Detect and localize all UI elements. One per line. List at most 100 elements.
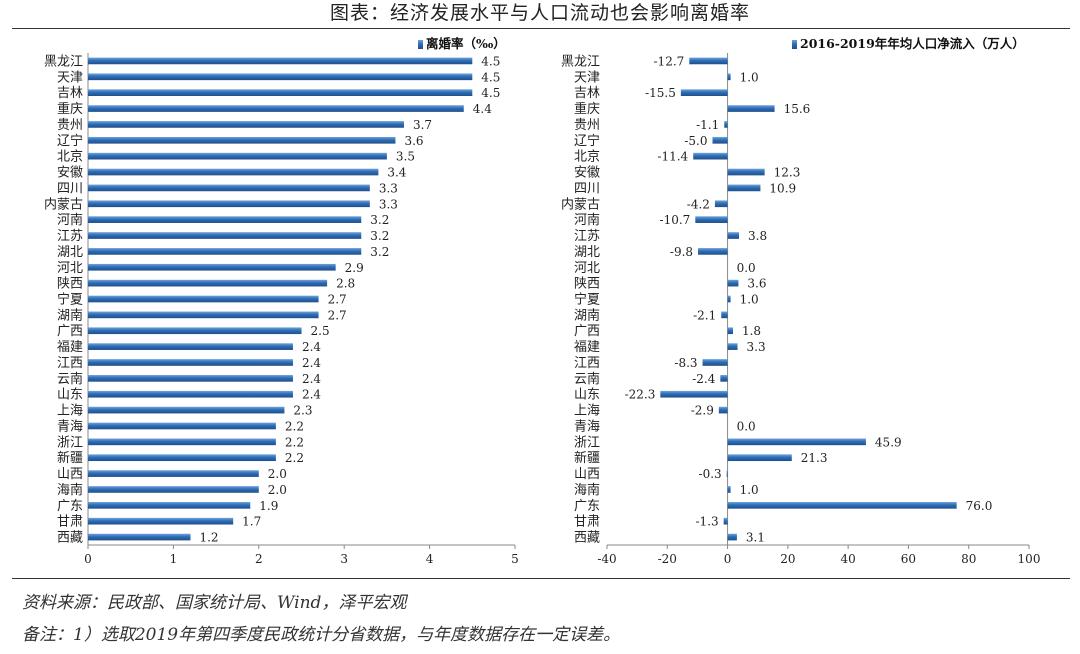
bar (727, 232, 740, 239)
x-tick-label: -20 (658, 552, 677, 566)
data-label: 1.0 (740, 483, 759, 497)
data-label: -1.3 (696, 515, 719, 529)
data-label: 10.9 (769, 181, 796, 195)
data-label: -8.3 (674, 356, 697, 370)
bar (727, 486, 731, 493)
category-label: 山东 (57, 388, 83, 403)
data-label: 3.7 (413, 118, 432, 132)
bar (727, 501, 957, 509)
data-label: 15.6 (784, 102, 811, 116)
data-label: 3.5 (396, 150, 415, 164)
bar (727, 184, 761, 192)
data-label: 1.7 (242, 515, 261, 529)
x-tick-label: -40 (597, 552, 616, 566)
x-tick-label: 100 (1018, 552, 1041, 566)
bar (727, 73, 731, 81)
category-label: 湖南 (57, 307, 83, 323)
bar (88, 168, 379, 176)
bar (88, 359, 293, 366)
category-label: 河北 (574, 261, 600, 276)
x-tick-label: 0 (724, 552, 732, 566)
data-label: 1.0 (740, 293, 759, 307)
category-label: 天津 (574, 70, 600, 85)
category-label: 河南 (574, 212, 600, 228)
data-label: 3.2 (370, 213, 389, 227)
bar (88, 390, 293, 398)
category-label: 广西 (574, 324, 600, 339)
bar (693, 152, 728, 160)
data-label: 2.5 (311, 324, 330, 338)
data-label: -4.2 (687, 197, 710, 211)
category-label: 宁夏 (574, 292, 600, 308)
data-label: 2.7 (328, 293, 347, 307)
bar (727, 295, 731, 303)
category-label: 广东 (57, 499, 83, 514)
data-label: 2.0 (268, 467, 287, 481)
category-label: 江西 (57, 356, 83, 371)
x-tick-label: 60 (901, 552, 916, 566)
bar (727, 533, 737, 541)
data-label: -5.0 (684, 134, 707, 148)
data-label: 3.6 (404, 134, 423, 148)
bottom-divider (12, 578, 1070, 579)
category-label: 江西 (574, 356, 600, 371)
data-label: 0.0 (737, 261, 756, 275)
x-tick-label: 5 (511, 552, 519, 566)
data-label: -22.3 (625, 388, 656, 402)
data-label: 3.3 (379, 181, 398, 195)
data-label: 0.0 (737, 419, 756, 433)
data-label: 2.9 (345, 261, 364, 275)
data-label: 2.0 (268, 483, 287, 497)
x-tick-label: 1 (170, 552, 178, 566)
data-label: 2.4 (302, 372, 321, 386)
data-label: 3.2 (370, 229, 389, 243)
bar (724, 121, 728, 128)
data-label: 3.3 (747, 340, 766, 354)
data-label: 3.8 (748, 229, 767, 243)
data-label: 2.4 (302, 340, 321, 354)
category-label: 海南 (57, 482, 83, 498)
data-label: 2.4 (302, 356, 321, 370)
legend: 2016-2019年年均人口净流入（万人） (792, 36, 1025, 51)
data-label: -2.9 (691, 404, 714, 418)
bar (720, 375, 728, 382)
bar (712, 136, 728, 144)
category-label: 四川 (574, 181, 600, 196)
data-label: 1.8 (742, 324, 761, 338)
x-tick-label: 40 (841, 552, 856, 566)
category-label: 甘肃 (57, 515, 83, 530)
category-label: 辽宁 (57, 133, 83, 149)
category-label: 内蒙古 (561, 196, 600, 212)
category-label: 青海 (57, 419, 83, 434)
bar (88, 375, 293, 382)
bar (88, 343, 293, 350)
data-label: -10.7 (660, 213, 691, 227)
bar (88, 311, 319, 319)
data-label: 2.8 (336, 277, 355, 291)
data-label: 3.2 (370, 245, 389, 259)
x-tick-label: 20 (780, 552, 795, 566)
category-label: 重庆 (57, 101, 83, 117)
category-label: 云南 (574, 371, 600, 387)
category-label: 福建 (57, 340, 83, 355)
data-label: -15.5 (645, 86, 676, 100)
legend-label: 2016-2019年年均人口净流入（万人） (800, 36, 1025, 51)
bar (88, 232, 362, 239)
category-label: 贵州 (574, 118, 600, 133)
data-label: 76.0 (966, 499, 993, 513)
bar (695, 216, 728, 223)
category-label: 甘肃 (574, 515, 600, 530)
category-label: 山西 (574, 467, 600, 482)
category-label: 四川 (57, 181, 83, 196)
category-label: 湖北 (57, 245, 83, 260)
chart-title: 图表：经济发展水平与人口流动也会影响离婚率 (329, 2, 750, 24)
x-tick-label: 0 (84, 552, 92, 566)
bar (88, 406, 285, 414)
category-label: 黑龙江 (561, 54, 600, 69)
category-label: 河南 (57, 212, 83, 228)
category-label: 海南 (574, 482, 600, 498)
category-label: 山东 (574, 388, 600, 403)
category-label: 重庆 (574, 101, 600, 117)
category-label: 广东 (574, 499, 600, 514)
bar (727, 454, 792, 462)
